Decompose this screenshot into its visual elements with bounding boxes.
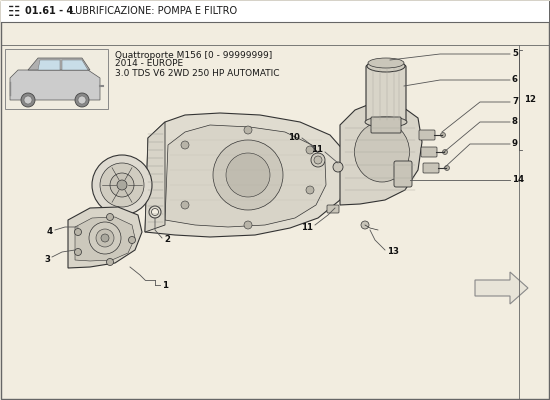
Circle shape: [311, 153, 325, 167]
Text: 2014 - EUROPE: 2014 - EUROPE: [115, 60, 183, 68]
Text: 11: 11: [311, 146, 323, 154]
Circle shape: [333, 162, 343, 172]
Polygon shape: [38, 60, 60, 70]
Text: 11: 11: [301, 222, 313, 232]
FancyBboxPatch shape: [419, 130, 435, 140]
Circle shape: [226, 153, 270, 197]
Circle shape: [213, 140, 283, 210]
Circle shape: [306, 146, 314, 154]
Text: 3: 3: [44, 254, 50, 264]
FancyBboxPatch shape: [421, 147, 437, 157]
Text: 8: 8: [512, 118, 518, 126]
Polygon shape: [145, 113, 348, 237]
Circle shape: [75, 93, 89, 107]
Text: 6: 6: [512, 76, 518, 84]
Circle shape: [443, 150, 448, 154]
Polygon shape: [10, 70, 100, 100]
Polygon shape: [340, 102, 422, 205]
Ellipse shape: [368, 58, 404, 68]
FancyBboxPatch shape: [394, 161, 412, 187]
Circle shape: [74, 248, 81, 256]
Circle shape: [117, 180, 127, 190]
FancyBboxPatch shape: [366, 65, 406, 124]
Ellipse shape: [367, 60, 405, 72]
Text: 3.0 TDS V6 2WD 250 HP AUTOMATIC: 3.0 TDS V6 2WD 250 HP AUTOMATIC: [115, 68, 279, 78]
Polygon shape: [145, 122, 165, 232]
Circle shape: [101, 234, 109, 242]
Polygon shape: [165, 125, 326, 227]
Text: 7: 7: [512, 98, 518, 106]
Polygon shape: [62, 60, 88, 70]
Circle shape: [78, 96, 86, 104]
Circle shape: [24, 96, 32, 104]
Circle shape: [110, 173, 134, 197]
Circle shape: [74, 228, 81, 236]
Circle shape: [107, 258, 113, 266]
Circle shape: [444, 166, 449, 170]
Circle shape: [92, 155, 152, 215]
Circle shape: [96, 229, 114, 247]
Text: 12: 12: [524, 96, 536, 104]
Text: LUBRIFICAZIONE: POMPA E FILTRO: LUBRIFICAZIONE: POMPA E FILTRO: [67, 6, 237, 16]
Circle shape: [244, 126, 252, 134]
Text: 5: 5: [512, 50, 518, 58]
FancyBboxPatch shape: [327, 205, 339, 213]
Ellipse shape: [365, 117, 407, 127]
Polygon shape: [28, 58, 90, 70]
Polygon shape: [68, 207, 142, 268]
Circle shape: [89, 222, 121, 254]
FancyBboxPatch shape: [423, 163, 439, 173]
Circle shape: [244, 221, 252, 229]
Text: Quattroporte M156 [0 - 99999999]: Quattroporte M156 [0 - 99999999]: [115, 50, 272, 60]
Ellipse shape: [355, 122, 410, 182]
Circle shape: [149, 206, 161, 218]
Text: 10: 10: [288, 132, 300, 142]
Circle shape: [181, 201, 189, 209]
Text: 4: 4: [47, 228, 53, 236]
Text: 13: 13: [387, 248, 399, 256]
Circle shape: [129, 236, 135, 244]
Polygon shape: [75, 217, 135, 261]
FancyBboxPatch shape: [371, 117, 401, 133]
Circle shape: [314, 156, 322, 164]
Circle shape: [107, 214, 113, 220]
Circle shape: [181, 141, 189, 149]
Text: 01.61 - 4: 01.61 - 4: [25, 6, 73, 16]
Text: 1: 1: [162, 280, 168, 290]
Circle shape: [100, 163, 144, 207]
Circle shape: [361, 221, 369, 229]
Circle shape: [21, 93, 35, 107]
Polygon shape: [475, 272, 528, 304]
Text: 2: 2: [164, 236, 170, 244]
Bar: [5, 49, 108, 109]
Circle shape: [441, 132, 446, 138]
Circle shape: [151, 208, 158, 216]
Text: ☷: ☷: [8, 4, 20, 18]
Text: 9: 9: [512, 140, 518, 148]
Text: 14: 14: [512, 176, 524, 184]
Bar: [1, 1, 549, 22]
Circle shape: [306, 186, 314, 194]
